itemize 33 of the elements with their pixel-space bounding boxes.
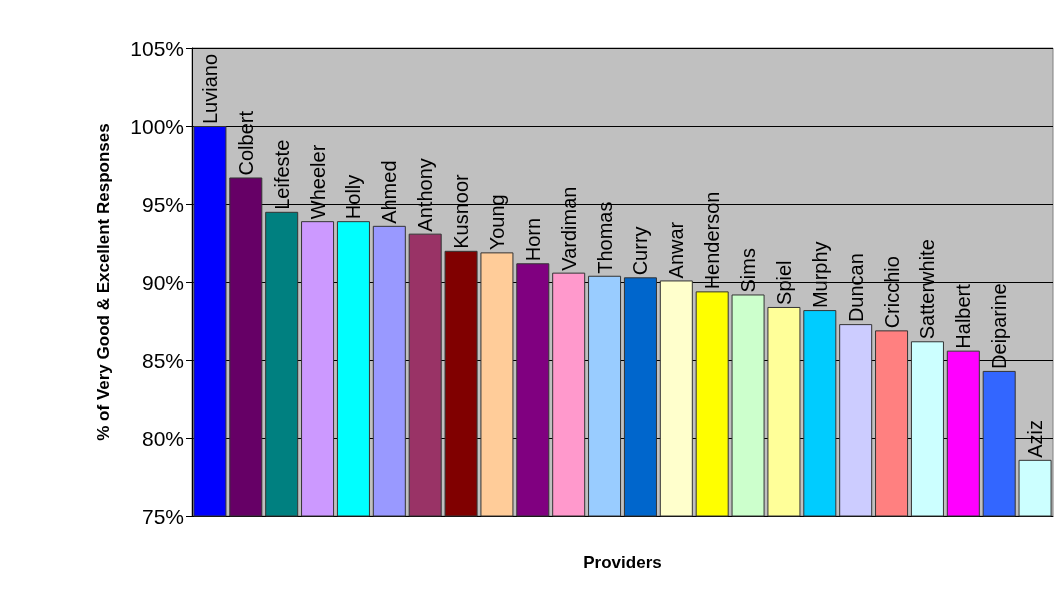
y-tick-label: 75% (141, 504, 184, 528)
x-tick-label: Luviano (198, 53, 221, 124)
y-tick-label: 100% (130, 114, 184, 138)
x-axis-title: Providers (583, 553, 662, 572)
x-tick-label: Aziz (1024, 420, 1047, 458)
y-tick-label: 90% (141, 270, 184, 294)
x-tick-label: Anthony (414, 158, 437, 232)
x-tick-label: Thomas (593, 201, 616, 274)
x-tick-label: Henderson (701, 191, 724, 290)
x-tick-label: Colbert (234, 110, 257, 176)
y-tick-label: 80% (141, 426, 184, 450)
x-tick-label: Curry (629, 226, 652, 276)
x-tick-label: Kusnoor (450, 173, 473, 249)
x-tick-label: Vardiman (557, 186, 580, 271)
x-tick-label: Leifeste (270, 139, 293, 210)
x-tick-label: Duncan (844, 253, 867, 323)
x-tick-label: Murphy (808, 241, 831, 309)
x-tick-label: Anwar (665, 221, 688, 279)
y-tick-label: 85% (141, 348, 184, 372)
x-tick-label: Ahmed (378, 160, 401, 224)
x-tick-label: Satterwhite (916, 239, 939, 340)
y-tick-label: 95% (141, 192, 184, 216)
y-axis-title: % of Very Good & Excellent Responses (94, 123, 113, 441)
x-tick-label: Wheeler (306, 144, 329, 220)
x-tick-label: Deiparine (988, 283, 1011, 369)
x-tick-label: Halbert (952, 283, 975, 349)
x-tick-label: Young (485, 194, 508, 251)
y-tick-label: 105% (130, 36, 184, 60)
x-tick-label: Horn (521, 217, 544, 262)
x-tick-label: Spiel (772, 260, 795, 305)
x-tick-label: Sims (737, 248, 760, 293)
x-tick-label: Cricchio (880, 256, 903, 329)
x-tick-label: Holly (342, 174, 365, 220)
